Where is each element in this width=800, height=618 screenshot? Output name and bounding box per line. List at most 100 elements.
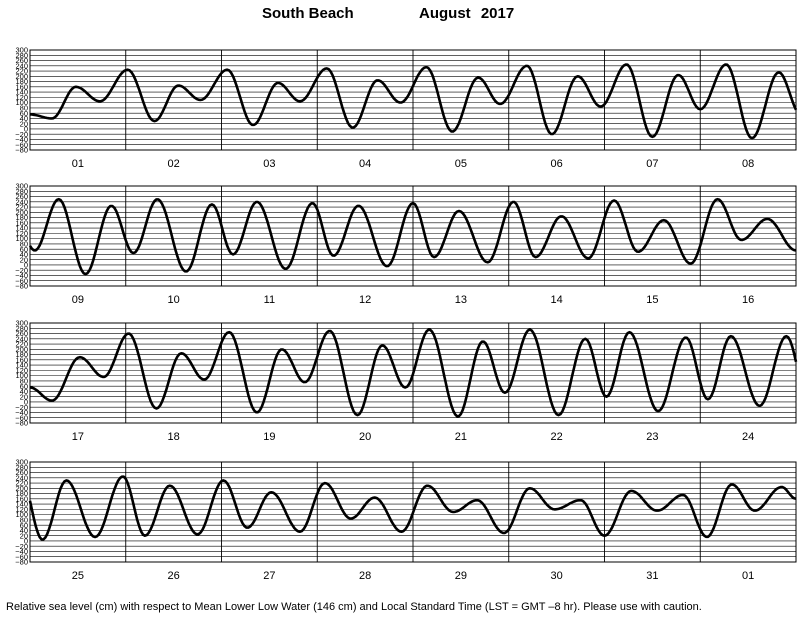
y-tick-label: 40 [20,526,28,535]
y-tick-label: −40 [15,408,28,417]
y-tick-label: 180 [15,77,28,86]
y-tick-label: 80 [20,103,28,112]
day-label: 27 [263,570,275,582]
tide-curve [28,197,797,276]
y-tick-label: 40 [20,250,28,259]
y-tick-label: −60 [15,140,28,149]
y-tick-label: 60 [20,521,28,530]
y-tick-label: 160 [15,82,28,91]
chart-title-month: August [419,5,471,22]
y-tick-label: 40 [20,387,28,396]
y-tick-label: 0 [24,537,28,546]
y-tick-label: −40 [15,271,28,280]
day-label: 26 [168,570,180,582]
day-label: 20 [359,431,371,443]
y-tick-label: 220 [15,203,28,212]
day-label: 09 [72,294,84,306]
y-tick-label: 240 [15,61,28,70]
y-tick-label: 20 [20,255,28,264]
y-tick-label: 300 [15,319,28,328]
y-tick-label: 120 [15,229,28,238]
day-label: 17 [72,431,84,443]
y-tick-label: 220 [15,479,28,488]
day-label: 19 [263,431,275,443]
y-tick-label: 80 [20,239,28,248]
y-tick-label: 140 [15,361,28,370]
day-label: 18 [168,431,180,443]
y-tick-label: 260 [15,192,28,201]
y-tick-label: −40 [15,547,28,556]
y-tick-label: 60 [20,382,28,391]
y-tick-label: −20 [15,542,28,551]
y-tick-label: −20 [15,266,28,275]
y-tick-label: 180 [15,489,28,498]
day-label: 16 [742,294,754,306]
day-label: 15 [646,294,658,306]
y-tick-label: −60 [15,413,28,422]
y-tick-label: 200 [15,345,28,354]
y-tick-label: 80 [20,515,28,524]
y-tick-label: 160 [15,494,28,503]
day-label: 31 [646,570,658,582]
y-tick-label: 140 [15,500,28,509]
day-label: 29 [455,570,467,582]
y-tick-label: 280 [15,187,28,196]
y-tick-label: −40 [15,135,28,144]
y-tick-label: 180 [15,350,28,359]
chart-title-year: 2017 [480,5,515,22]
y-tick-label: −60 [15,552,28,561]
day-label: 13 [455,294,467,306]
y-tick-label: 220 [15,67,28,76]
y-tick-label: 300 [15,46,28,55]
y-tick-label: −80 [15,558,28,567]
y-tick-label: 100 [15,234,28,243]
day-label: 22 [551,431,563,443]
y-tick-label: 200 [15,72,28,81]
y-tick-label: 300 [15,458,28,467]
day-label: 25 [72,570,84,582]
y-tick-label: −80 [15,419,28,428]
y-tick-label: 140 [15,88,28,97]
y-tick-label: 160 [15,218,28,227]
chart-title-date: August 2017 [419,5,514,22]
day-label: 30 [551,570,563,582]
day-label: 08 [742,158,754,170]
y-tick-label: −20 [15,130,28,139]
y-tick-label: 180 [15,213,28,222]
y-tick-label: 100 [15,98,28,107]
y-tick-label: −60 [15,276,28,285]
y-tick-label: 300 [15,182,28,191]
y-tick-label: 260 [15,329,28,338]
y-tick-label: 240 [15,473,28,482]
day-label: 12 [359,294,371,306]
tide-curve [29,328,798,418]
footnote: Relative sea level (cm) with respect to … [6,601,702,613]
tide-curve [30,63,798,140]
y-tick-label: −80 [15,282,28,291]
chart-title-location: South Beach [262,5,354,22]
y-tick-label: 160 [15,355,28,364]
day-label: 24 [742,431,754,443]
y-tick-label: 20 [20,531,28,540]
y-tick-label: 220 [15,340,28,349]
y-tick-label: 260 [15,468,28,477]
y-tick-label: 80 [20,376,28,385]
y-tick-label: 100 [15,510,28,519]
y-tick-label: 0 [24,125,28,134]
y-tick-label: 0 [24,261,28,270]
y-tick-label: 200 [15,484,28,493]
y-tick-label: 60 [20,245,28,254]
tide-curve [28,475,797,541]
day-label: 01 [72,158,84,170]
y-tick-label: 280 [15,324,28,333]
y-tick-label: 240 [15,334,28,343]
y-tick-label: 120 [15,505,28,514]
day-label: 14 [551,294,563,306]
y-tick-label: 280 [15,463,28,472]
day-label: 23 [646,431,658,443]
day-label: 11 [264,294,275,306]
y-tick-label: 20 [20,392,28,401]
day-label: 28 [359,570,371,582]
day-label: 21 [455,431,467,443]
tide-chart: 3002802602402202001801601401201008060402… [15,46,798,582]
